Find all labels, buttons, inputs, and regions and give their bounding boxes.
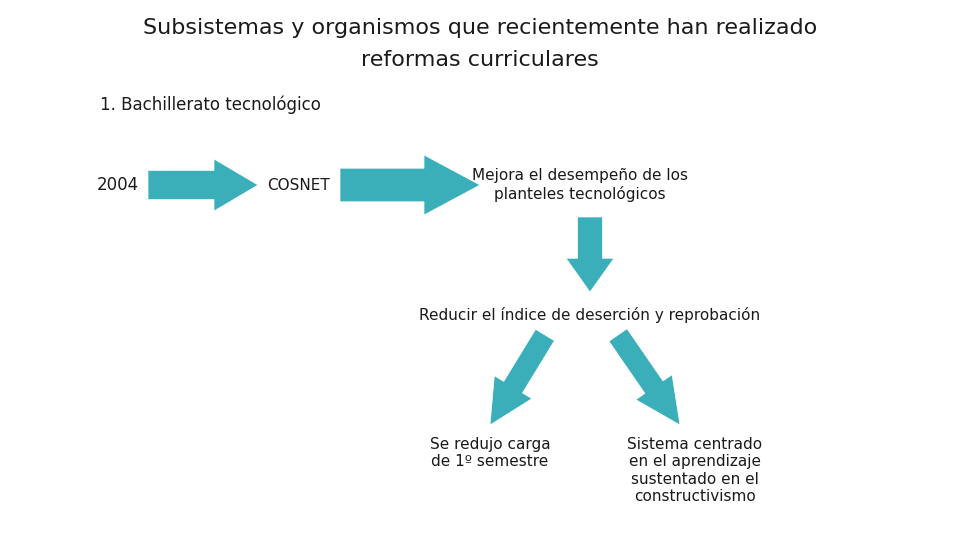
Polygon shape (609, 329, 680, 425)
Text: COSNET: COSNET (267, 178, 329, 192)
Text: Sistema centrado
en el aprendizaje
sustentado en el
constructivismo: Sistema centrado en el aprendizaje suste… (628, 437, 762, 504)
Polygon shape (148, 159, 258, 211)
Polygon shape (340, 155, 480, 215)
Text: Mejora el desempeño de los
planteles tecnológicos: Mejora el desempeño de los planteles tec… (472, 168, 688, 202)
Polygon shape (490, 329, 554, 425)
Text: Subsistemas y organismos que recientemente han realizado: Subsistemas y organismos que recientemen… (143, 18, 817, 38)
Text: 2004: 2004 (97, 176, 139, 194)
Polygon shape (566, 217, 614, 292)
Text: Se redujo carga
de 1º semestre: Se redujo carga de 1º semestre (430, 437, 550, 469)
Text: Reducir el índice de deserción y reprobación: Reducir el índice de deserción y reproba… (420, 307, 760, 323)
Text: 1. Bachillerato tecnológico: 1. Bachillerato tecnológico (100, 95, 321, 113)
Text: reformas curriculares: reformas curriculares (361, 50, 599, 70)
